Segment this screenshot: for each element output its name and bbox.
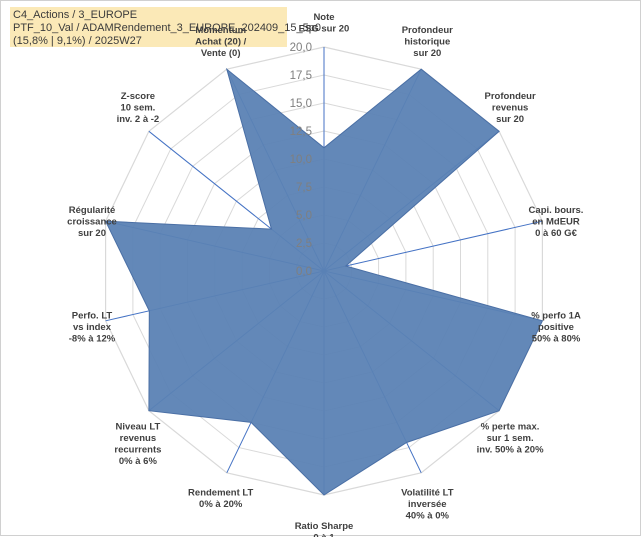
axis-label-line: sur 20 xyxy=(496,114,524,125)
axis-label-line: Ratio Sharpe xyxy=(295,521,354,532)
radial-tick-label: 20,0 xyxy=(290,42,312,54)
axis-label-line: Niveau LT xyxy=(116,421,161,432)
axis-label: Ratio Sharpe0 à 1 xyxy=(295,521,354,537)
axis-label-line: Profondeur xyxy=(484,91,535,102)
axis-label-line: revenus xyxy=(120,433,156,444)
axis-label-line: 0 à 60 G€ xyxy=(535,228,577,239)
axis-label-line: Vente (0) xyxy=(201,48,241,59)
axis-label-line: Z-score xyxy=(121,91,155,102)
axis-label-line: recurrents xyxy=(114,444,161,455)
axis-label-line: 0% à 6% xyxy=(119,456,158,467)
axis-label-line: Profondeur xyxy=(402,25,453,36)
axis-label-line: Perfo. LT xyxy=(72,311,113,322)
axis-label-line: 40% à 0% xyxy=(406,510,450,521)
axis-label-line: 50% à 80% xyxy=(532,334,581,345)
radial-tick-label: 7,5 xyxy=(296,182,312,194)
axis-label-line: -8% à 12% xyxy=(69,334,116,345)
axis-label-line: Note xyxy=(313,12,334,23)
axis-label-line: sur 1 sem. xyxy=(487,433,534,444)
axis-label-line: % perfo 1A xyxy=(531,311,581,322)
axis-label-line: 10 sem. xyxy=(120,103,155,114)
radial-tick-label: 0,0 xyxy=(296,266,312,278)
axis-label-line: inv. 2 à -2 xyxy=(117,114,160,125)
axis-label-line: inversée xyxy=(408,499,447,510)
axis-label-line: croissance xyxy=(67,216,117,227)
axis-label-line: 0% à 20% xyxy=(199,499,243,510)
axis-label-line: Momentum xyxy=(195,25,246,36)
radial-tick-label: 15,0 xyxy=(290,98,312,110)
axis-label-line: sur 20 xyxy=(413,48,441,59)
radial-tick-label: 10,0 xyxy=(290,154,312,166)
axis-label-line: Achat (20) / xyxy=(195,37,247,48)
axis-label-line: historique xyxy=(404,37,450,48)
radial-tick-label: 5,0 xyxy=(296,210,312,222)
axis-label: % perte max.sur 1 sem.inv. 50% à 20% xyxy=(477,421,544,455)
axis-label-line: Rendement LT xyxy=(188,487,253,498)
axis-label-line: Régularité xyxy=(69,205,115,216)
axis-label-line: sur 20 xyxy=(78,228,106,239)
axis-label-line: 0 à 1 xyxy=(313,533,335,537)
radial-tick-label: 17,5 xyxy=(290,70,312,82)
axis-label-line: inv. 50% à 20% xyxy=(477,444,544,455)
axis-label-line: vs index xyxy=(73,322,112,333)
axis-label-line: revenus xyxy=(492,103,528,114)
axis-label-line: % perte max. xyxy=(481,421,540,432)
axis-label-line: Volatilité LT xyxy=(401,487,454,498)
axis-label-line: Capi. bours. xyxy=(529,205,584,216)
radial-tick-label: 12,5 xyxy=(290,126,312,138)
axis-label-line: positive xyxy=(538,322,574,333)
radial-tick-label: 2,5 xyxy=(296,238,312,250)
axis-label-line: en MdEUR xyxy=(532,216,580,227)
axis-label-line: ESG sur 20 xyxy=(299,24,350,35)
